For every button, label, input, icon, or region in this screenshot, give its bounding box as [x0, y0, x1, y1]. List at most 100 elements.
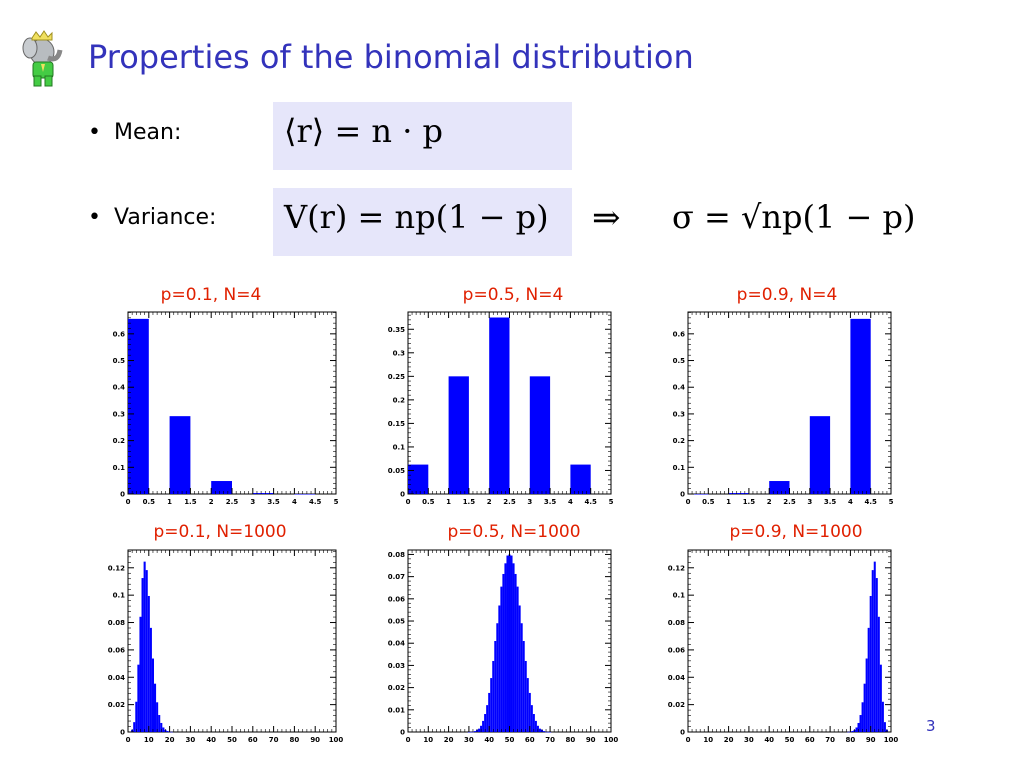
x-tick-label: 3 [250, 498, 255, 506]
variance-label: Variance: [114, 205, 217, 230]
x-tick-label: 30 [464, 736, 474, 744]
y-tick-label: 0 [680, 729, 685, 737]
x-tick-label: 30 [186, 736, 196, 744]
x-tick-label: 20 [444, 736, 454, 744]
x-tick-label: 1.5 [184, 498, 197, 506]
bar-21 [871, 570, 874, 732]
bar-6 [139, 616, 142, 732]
x-tick-label: 0 [686, 736, 691, 744]
x-tick-label: 2 [487, 498, 492, 506]
chart-p01-n1000: 0 10 20 30 40 50 60 70 80 90 100 0 0.02 0.04 0.06 0.08 0… [108, 549, 343, 744]
bar-29 [526, 678, 529, 732]
x-tick-label: 1 [446, 498, 451, 506]
y-tick-label: 0.4 [673, 384, 686, 392]
y-tick-label: 0.04 [388, 640, 405, 648]
bullet-dot: • [88, 120, 101, 145]
chart-p09-n1000: 0 10 20 30 40 50 60 70 80 90 100 0 0.02 0.04 0.06 0.08 0… [668, 549, 899, 744]
bar-1 [448, 376, 469, 494]
bar-6 [480, 725, 483, 732]
x-tick-label: 90 [866, 736, 876, 744]
bar-37 [542, 731, 546, 732]
bar-3 [473, 731, 477, 732]
x-tick-label: 10 [144, 736, 154, 744]
x-tick-label: 0 [126, 498, 131, 506]
bar-33 [534, 720, 537, 732]
bar-34 [536, 725, 539, 732]
bar-2 [471, 731, 474, 733]
x-tick-label: 80 [846, 736, 856, 744]
bar-8 [143, 561, 146, 732]
x-tick-label: 80 [290, 736, 300, 744]
y-tick-label: 0 [680, 491, 685, 499]
y-tick-label: 0.02 [668, 701, 685, 709]
bar-19 [166, 731, 169, 732]
plot-frame [127, 549, 337, 733]
x-tick-label: 1.5 [463, 498, 476, 506]
x-tick-label: 10 [703, 736, 713, 744]
bar-21 [510, 555, 513, 732]
y-tick-label: 0.3 [393, 349, 406, 357]
x-tick-label: 0.5 [702, 498, 715, 506]
x-tick-label: 50 [505, 736, 515, 744]
variance-formula-box [273, 188, 572, 256]
x-tick-label: 50 [227, 736, 237, 744]
bar-20 [508, 554, 511, 732]
y-tick-label: 0.25 [388, 373, 405, 381]
bar-30 [528, 692, 531, 732]
x-tick-label: 20 [724, 736, 734, 744]
bar-2 [769, 481, 790, 494]
x-tick-label: 100 [884, 736, 899, 744]
bar-25 [879, 664, 882, 732]
y-tick-label: 0.01 [388, 706, 405, 714]
bar-16 [861, 702, 864, 732]
bar-18 [865, 658, 868, 732]
y-tick-label: 0.1 [113, 592, 126, 600]
bar-4 [294, 493, 316, 495]
bar-0 [688, 493, 709, 495]
y-tick-label: 0.15 [388, 420, 405, 428]
y-tick-label: 0.1 [393, 443, 406, 451]
page-number: 3 [926, 717, 936, 735]
y-tick-label: 0 [120, 729, 125, 737]
x-tick-label: 40 [206, 736, 216, 744]
x-tick-label: 1.5 [743, 498, 756, 506]
x-tick-label: 4 [292, 498, 297, 506]
bar-8 [484, 714, 487, 732]
bar-24 [516, 586, 519, 732]
chart-p01-n4: 0 0.5 1 1.5 2 2.5 3 3.5 4 4.5 5 0 0.1 0.2 0.3 0.4 0.5 0.6 [113, 311, 339, 506]
bar-17 [502, 573, 505, 732]
bar-24 [877, 616, 880, 732]
y-tick-label: 0.03 [388, 662, 405, 670]
y-tick-label: 0.05 [388, 618, 405, 626]
x-tick-label: 70 [545, 736, 555, 744]
bar-26 [881, 701, 884, 732]
mean-label: Mean: [114, 120, 182, 145]
slide-title: Properties of the binomial distribution [88, 38, 694, 76]
bar-17 [162, 727, 165, 732]
x-tick-label: 2.5 [783, 498, 796, 506]
bar-13 [154, 683, 157, 732]
y-tick-label: 0 [400, 729, 405, 737]
x-tick-label: 4.5 [309, 498, 322, 506]
bar-16 [160, 722, 163, 732]
bar-15 [859, 715, 862, 732]
y-tick-label: 0.5 [673, 357, 686, 365]
sigma-formula: σ = √np(1 − p) [672, 198, 916, 236]
mean-formula-box [273, 102, 572, 170]
x-tick-label: 0.5 [422, 498, 435, 506]
y-tick-label: 0.08 [388, 551, 405, 559]
bar-9 [486, 705, 489, 732]
x-tick-label: 3 [807, 498, 812, 506]
bar-28 [524, 660, 527, 732]
bar-3 [133, 722, 136, 732]
y-tick-label: 0.6 [673, 330, 686, 338]
bar-10 [488, 692, 491, 732]
bar-14 [156, 702, 159, 732]
bar-0 [467, 731, 470, 733]
bar-1 [728, 493, 749, 494]
x-tick-label: 0 [126, 736, 131, 744]
x-tick-label: 3.5 [544, 498, 557, 506]
y-tick-label: 0.08 [668, 619, 685, 627]
panel-title-1: p=0.1, N=4 [160, 285, 262, 305]
bullet-variance: • Variance: [88, 205, 216, 230]
